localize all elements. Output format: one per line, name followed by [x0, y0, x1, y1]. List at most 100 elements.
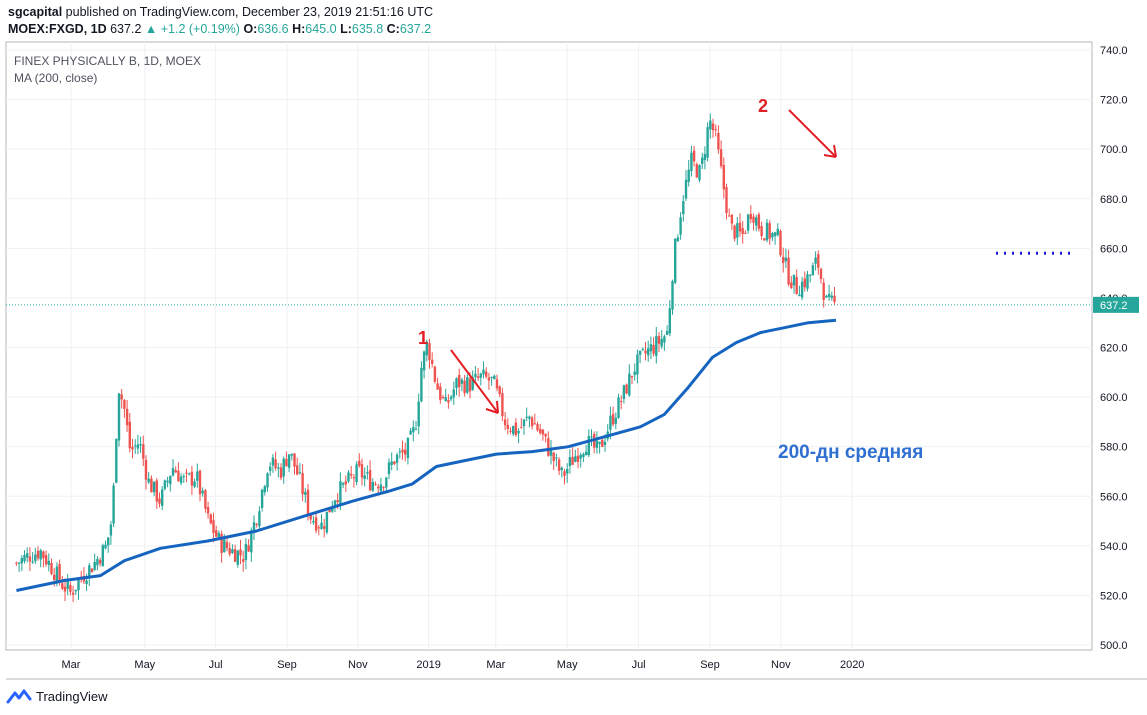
- x-tick-label: Jul: [209, 659, 223, 671]
- candle-body: [509, 430, 512, 432]
- candle-body: [325, 511, 329, 533]
- candle-body: [638, 350, 642, 355]
- candle-body: [452, 389, 455, 398]
- candle-body: [447, 399, 450, 403]
- candle-body: [590, 436, 593, 438]
- candle-body: [179, 476, 183, 483]
- candle-body: [136, 444, 140, 449]
- candle-body: [520, 427, 523, 429]
- annotation-1-arrow: [450, 349, 499, 414]
- candle-body: [555, 457, 558, 459]
- candle-body: [833, 295, 836, 303]
- candle-body: [822, 282, 825, 300]
- x-tick-label: 2019: [416, 659, 440, 671]
- candle-body: [471, 377, 474, 390]
- candle-body: [17, 562, 21, 564]
- candle-body: [279, 467, 283, 478]
- candle-body: [331, 506, 334, 512]
- x-tick-label: May: [557, 659, 578, 671]
- candle-body: [652, 345, 655, 354]
- candle-body: [817, 254, 820, 268]
- candle-body: [263, 486, 266, 493]
- candle-body: [387, 462, 391, 475]
- candle-body: [711, 123, 715, 131]
- candle-body: [420, 367, 423, 402]
- candle-body: [333, 500, 337, 508]
- candle-body: [765, 222, 769, 241]
- candle-body: [123, 400, 126, 409]
- y-tick-label: 540.0: [1100, 541, 1128, 553]
- candle-body: [150, 478, 153, 493]
- candle-body: [336, 500, 339, 503]
- candle-body: [698, 165, 701, 181]
- candle-body: [679, 217, 682, 235]
- candle-body: [601, 439, 604, 447]
- candle-body: [628, 373, 631, 396]
- candle-body: [161, 489, 164, 506]
- candle-body: [665, 331, 669, 335]
- candle-body: [479, 373, 482, 378]
- candle-body: [169, 475, 172, 485]
- candle-body: [285, 458, 288, 467]
- open-label: O:: [243, 22, 258, 36]
- tradingview-brand[interactable]: TradingView: [36, 688, 108, 704]
- candle-body: [422, 351, 426, 371]
- candle-body: [196, 471, 199, 481]
- candle-body: [201, 490, 204, 494]
- candle-body: [598, 441, 601, 445]
- candle-body: [42, 551, 45, 559]
- y-tick-label: 520.0: [1100, 590, 1128, 602]
- candle-body: [206, 506, 210, 514]
- grid: [6, 42, 1092, 650]
- candle-body: [147, 478, 150, 483]
- candle-body: [306, 489, 310, 515]
- candle-body: [360, 464, 364, 478]
- candle-body: [449, 396, 453, 400]
- open-value: 636.6: [257, 22, 289, 36]
- candle-body: [217, 532, 221, 538]
- candle-body: [209, 514, 212, 524]
- ma-annotation-label: 200-дн средняя: [778, 442, 923, 463]
- candle-body: [242, 559, 245, 562]
- x-tick-label: 2020: [840, 659, 864, 671]
- annotations: 1 2 200-дн средняя: [418, 96, 1076, 463]
- candle-body: [614, 417, 617, 424]
- candle-body: [782, 256, 785, 264]
- candle-body: [98, 560, 102, 564]
- candle-body: [779, 231, 782, 256]
- candle-body: [633, 371, 636, 376]
- candle-body: [436, 383, 439, 390]
- publisher-name[interactable]: sgcapital: [8, 5, 63, 19]
- candle-body: [109, 524, 113, 536]
- candle-body: [323, 526, 326, 529]
- tradingview-logo-icon: [6, 689, 32, 704]
- candle-body: [549, 449, 553, 456]
- candle-body: [539, 429, 542, 433]
- y-tick-label: 560.0: [1100, 491, 1128, 503]
- candle-body: [258, 511, 261, 527]
- candle-body: [158, 498, 161, 504]
- candle-body: [514, 422, 518, 436]
- candle-body: [395, 454, 399, 463]
- candle-body: [487, 377, 491, 381]
- candle-body: [188, 473, 191, 475]
- candle-body: [733, 225, 736, 239]
- candle-body: [371, 481, 374, 491]
- close-label: C:: [386, 22, 400, 36]
- candle-body: [790, 282, 793, 289]
- candle-body: [625, 384, 628, 394]
- x-tick-label: Nov: [348, 659, 368, 671]
- candle-body: [517, 430, 520, 434]
- candle-body: [641, 348, 644, 350]
- candle-body: [274, 459, 277, 469]
- candle-body: [763, 238, 766, 241]
- published-text: published on TradingView.com, December 2…: [65, 5, 434, 19]
- candle-body: [512, 425, 515, 435]
- candle-body: [506, 424, 509, 430]
- candle-body: [760, 226, 763, 237]
- candle-body: [495, 379, 499, 389]
- candle-body: [212, 520, 215, 533]
- candle-body: [382, 487, 385, 489]
- indicator-label: MA (200, close): [14, 71, 97, 85]
